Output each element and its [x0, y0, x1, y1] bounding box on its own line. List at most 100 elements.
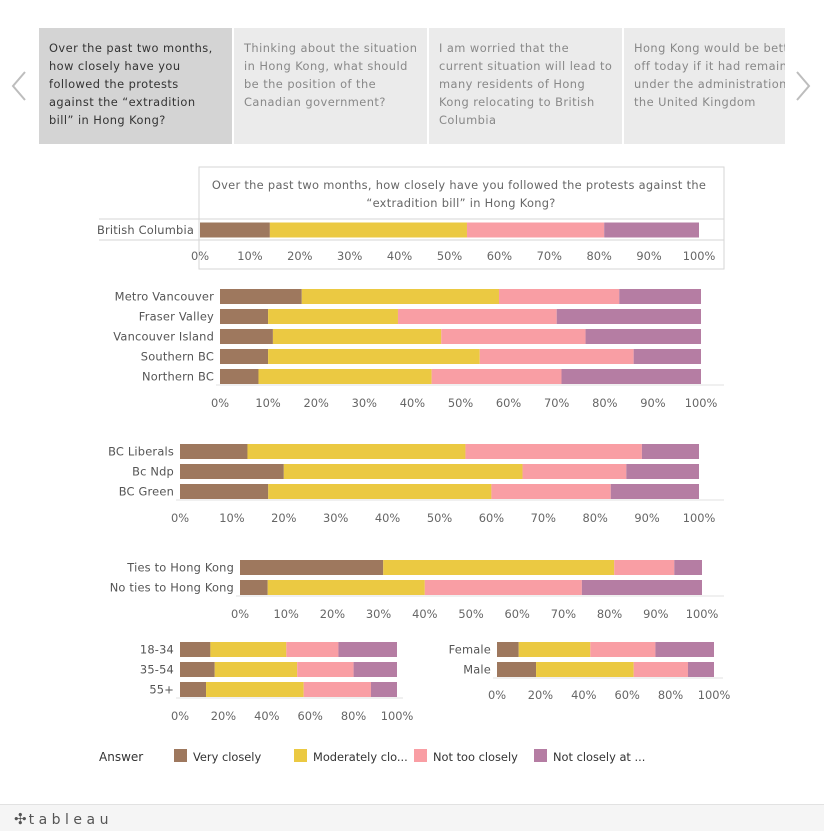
x-tick-label: 90%: [636, 249, 661, 263]
x-tick-label: 50%: [448, 396, 473, 410]
bar-18-34-not-too-closely[interactable]: [286, 642, 339, 657]
story-tab-4[interactable]: Hong Kong would be better off today if i…: [624, 28, 785, 144]
bar-18-34-not-closely-at-all[interactable]: [338, 642, 397, 657]
previous-arrow-icon[interactable]: [8, 66, 30, 106]
bar-no-ties-to-hong-kong-not-too-closely[interactable]: [424, 580, 582, 595]
bar-british-columbia-not-closely-at-all[interactable]: [604, 222, 699, 238]
legend-swatch-1[interactable]: [174, 749, 187, 762]
bar-metro-vancouver-not-too-closely[interactable]: [498, 289, 620, 304]
story-tab-3[interactable]: I am worried that the current situation …: [429, 28, 622, 144]
bar-vancouver-island-very-closely[interactable]: [220, 329, 273, 344]
bar-55-not-too-closely[interactable]: [303, 682, 371, 697]
legend-label-2[interactable]: Moderately clo...: [313, 750, 408, 764]
bar-vancouver-island-not-closely-at-all[interactable]: [585, 329, 701, 344]
bar-fraser-valley-not-closely-at-all[interactable]: [556, 309, 701, 324]
next-arrow-icon[interactable]: [792, 66, 814, 106]
bar-northern-bc-not-closely-at-all[interactable]: [561, 369, 701, 384]
bar-male-not-too-closely[interactable]: [633, 662, 688, 677]
bar-18-34-moderately-closely[interactable]: [210, 642, 287, 657]
legend-label-3[interactable]: Not too closely: [433, 750, 518, 764]
legend-swatch-3[interactable]: [414, 749, 427, 762]
bar-british-columbia-very-closely[interactable]: [200, 222, 270, 238]
bar-fraser-valley-very-closely[interactable]: [220, 309, 269, 324]
legend-label-1[interactable]: Very closely: [193, 750, 261, 764]
bar-18-34-very-closely[interactable]: [180, 642, 211, 657]
x-tick-label: 60%: [615, 688, 640, 702]
bar-no-ties-to-hong-kong-very-closely[interactable]: [240, 580, 268, 595]
bar-male-moderately-closely[interactable]: [536, 662, 634, 677]
bar-southern-bc-not-too-closely[interactable]: [479, 349, 634, 364]
legend-swatch-4[interactable]: [534, 749, 547, 762]
x-tick-label: 70%: [537, 249, 562, 263]
legend-swatch-2[interactable]: [294, 749, 307, 762]
bar-55-very-closely[interactable]: [180, 682, 207, 697]
bar-male-not-closely-at-all[interactable]: [687, 662, 714, 677]
bar-bc-liberals-not-too-closely[interactable]: [465, 444, 642, 459]
bar-british-columbia-moderately-closely[interactable]: [269, 222, 467, 238]
category-label-metro-vancouver: Metro Vancouver: [115, 290, 214, 304]
bar-bc-ndp-moderately-closely[interactable]: [283, 464, 523, 479]
category-label-55: 55+: [149, 683, 174, 697]
x-tick-label: 60%: [505, 607, 530, 621]
bar-bc-green-moderately-closely[interactable]: [268, 484, 492, 499]
bar-metro-vancouver-not-closely-at-all[interactable]: [619, 289, 701, 304]
bar-ties-to-hong-kong-moderately-closely[interactable]: [383, 560, 615, 575]
bar-35-54-very-closely[interactable]: [180, 662, 215, 677]
x-tick-label: 80%: [658, 688, 683, 702]
bar-metro-vancouver-very-closely[interactable]: [220, 289, 302, 304]
chart-title-line-2: “extradition bill” in Hong Kong?: [366, 196, 555, 210]
bar-no-ties-to-hong-kong-moderately-closely[interactable]: [267, 580, 425, 595]
bar-female-not-closely-at-all[interactable]: [655, 642, 714, 657]
bar-fraser-valley-not-too-closely[interactable]: [397, 309, 557, 324]
bar-northern-bc-not-too-closely[interactable]: [431, 369, 562, 384]
bar-metro-vancouver-moderately-closely[interactable]: [301, 289, 499, 304]
bar-southern-bc-very-closely[interactable]: [220, 349, 269, 364]
bar-female-moderately-closely[interactable]: [518, 642, 591, 657]
bar-bc-ndp-very-closely[interactable]: [180, 464, 284, 479]
category-label-british-columbia: British Columbia: [97, 223, 194, 237]
x-tick-label: 20%: [271, 511, 296, 525]
bar-ties-to-hong-kong-not-closely-at-all[interactable]: [674, 560, 702, 575]
x-tick-label: 40%: [254, 709, 279, 723]
story-tab-2[interactable]: Thinking about the situation in Hong Kon…: [234, 28, 427, 144]
bar-southern-bc-moderately-closely[interactable]: [268, 349, 480, 364]
bar-35-54-not-closely-at-all[interactable]: [353, 662, 397, 677]
bar-vancouver-island-not-too-closely[interactable]: [441, 329, 586, 344]
bar-vancouver-island-moderately-closely[interactable]: [272, 329, 442, 344]
bar-ties-to-hong-kong-very-closely[interactable]: [240, 560, 384, 575]
bar-female-not-too-closely[interactable]: [590, 642, 656, 657]
bar-55-moderately-closely[interactable]: [206, 682, 304, 697]
chart-frame: [198, 166, 725, 270]
legend-label-4[interactable]: Not closely at ...: [553, 750, 645, 764]
x-tick-label: 0%: [488, 688, 506, 702]
bar-bc-green-not-too-closely[interactable]: [491, 484, 611, 499]
x-tick-label: 20%: [287, 249, 312, 263]
x-tick-label: 0%: [211, 396, 229, 410]
bar-bc-ndp-not-too-closely[interactable]: [522, 464, 627, 479]
bar-35-54-not-too-closely[interactable]: [297, 662, 354, 677]
tableau-logo[interactable]: ✣ tableau: [14, 810, 113, 828]
bar-ties-to-hong-kong-not-too-closely[interactable]: [614, 560, 675, 575]
category-label-ties-to-hong-kong: Ties to Hong Kong: [126, 561, 234, 575]
bar-bc-liberals-very-closely[interactable]: [180, 444, 248, 459]
bar-bc-liberals-not-closely-at-all[interactable]: [641, 444, 699, 459]
bar-southern-bc-not-closely-at-all[interactable]: [633, 349, 701, 364]
bar-fraser-valley-moderately-closely[interactable]: [268, 309, 398, 324]
bar-female-very-closely[interactable]: [497, 642, 519, 657]
category-label-no-ties-to-hong-kong: No ties to Hong Kong: [110, 581, 234, 595]
bar-bc-liberals-moderately-closely[interactable]: [247, 444, 466, 459]
x-tick-label: 100%: [685, 396, 718, 410]
bar-northern-bc-moderately-closely[interactable]: [258, 369, 432, 384]
bar-35-54-moderately-closely[interactable]: [214, 662, 298, 677]
bar-northern-bc-very-closely[interactable]: [220, 369, 259, 384]
story-tab-1[interactable]: Over the past two months, how closely ha…: [39, 28, 232, 144]
bar-british-columbia-not-too-closely[interactable]: [466, 222, 605, 238]
x-tick-label: 80%: [583, 511, 608, 525]
bar-bc-ndp-not-closely-at-all[interactable]: [626, 464, 699, 479]
bar-no-ties-to-hong-kong-not-closely-at-all[interactable]: [581, 580, 702, 595]
bar-55-not-closely-at-all[interactable]: [370, 682, 397, 697]
bar-male-very-closely[interactable]: [497, 662, 537, 677]
x-tick-label: 10%: [255, 396, 280, 410]
bar-bc-green-not-closely-at-all[interactable]: [610, 484, 699, 499]
bar-bc-green-very-closely[interactable]: [180, 484, 269, 499]
